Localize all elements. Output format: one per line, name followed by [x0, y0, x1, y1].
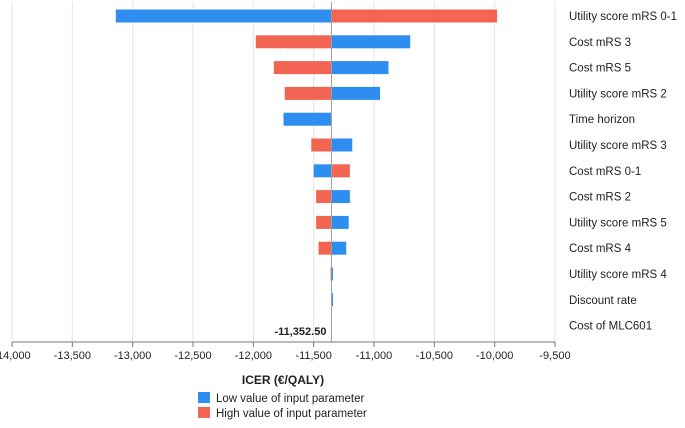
- x-ticks-group: -14,000 -13,500 -13,000 -12,500 -12,000 -11,5…: [0, 342, 571, 362]
- category-label: Time horizon: [569, 114, 635, 126]
- x-tick-label: -13,000: [114, 350, 151, 362]
- bar-low: [283, 112, 332, 126]
- bar-low: [313, 164, 332, 178]
- bar-high: [316, 190, 332, 204]
- x-tick-label: -11,000: [356, 350, 393, 362]
- bar-high: [284, 86, 332, 100]
- bar-low: [331, 138, 353, 152]
- category-label: Cost mRS 3: [569, 37, 631, 49]
- category-label: Cost of MLC601: [569, 321, 652, 333]
- gridlines: [11, 2, 556, 342]
- x-tick-label: -13,500: [54, 350, 91, 362]
- bar-low: [331, 35, 411, 49]
- bar-high: [316, 215, 332, 229]
- x-tick-label: -10,500: [416, 350, 453, 362]
- x-tick-label: -10,000: [476, 350, 513, 362]
- bars-group: [115, 9, 498, 307]
- bar-low: [331, 61, 389, 75]
- x-axis-title: ICER (€/QALY): [242, 373, 324, 387]
- category-labels-group: Utility score mRS 0-1 Cost mRS 3 Cost mRS …: [569, 11, 677, 333]
- bar-high: [273, 61, 332, 75]
- category-label: Utility score mRS 0-1: [569, 11, 677, 23]
- bar-low: [331, 267, 333, 281]
- legend-swatch-high: [198, 407, 210, 418]
- bar-high: [318, 241, 332, 255]
- category-label: Utility score mRS 5: [569, 217, 667, 229]
- bar-high: [331, 164, 350, 178]
- legend-swatch-low: [198, 392, 210, 403]
- category-label: Utility score mRS 3: [569, 140, 667, 152]
- baseline-label: -11,352.50: [274, 326, 326, 338]
- category-label: Cost mRS 0-1: [569, 166, 641, 178]
- category-label: Cost mRS 2: [569, 192, 631, 204]
- bar-low: [115, 9, 332, 23]
- x-tick-label: -12,000: [235, 350, 272, 362]
- bar-low: [331, 86, 381, 100]
- category-label: Cost mRS 5: [569, 63, 631, 75]
- legend: Low value of input parameter High value …: [198, 392, 367, 420]
- bar-high: [311, 138, 332, 152]
- category-label: Discount rate: [569, 295, 637, 307]
- bar-low: [331, 293, 333, 307]
- bar-low: [331, 215, 349, 229]
- category-label: Cost mRS 4: [569, 243, 632, 255]
- bar-high: [255, 35, 332, 49]
- x-tick-label: -14,000: [0, 350, 31, 362]
- x-tick-label: -9,500: [539, 350, 570, 362]
- bar-low: [331, 190, 350, 204]
- category-label: Utility score mRS 2: [569, 88, 667, 100]
- x-tick-label: -12,500: [174, 350, 211, 362]
- bar-high: [331, 9, 498, 23]
- legend-label-high: High value of input parameter: [216, 408, 367, 420]
- bar-low: [331, 241, 347, 255]
- x-tick-label: -11,500: [295, 350, 332, 362]
- legend-label-low: Low value of input parameter: [216, 393, 364, 405]
- category-label: Utility score mRS 4: [569, 269, 667, 281]
